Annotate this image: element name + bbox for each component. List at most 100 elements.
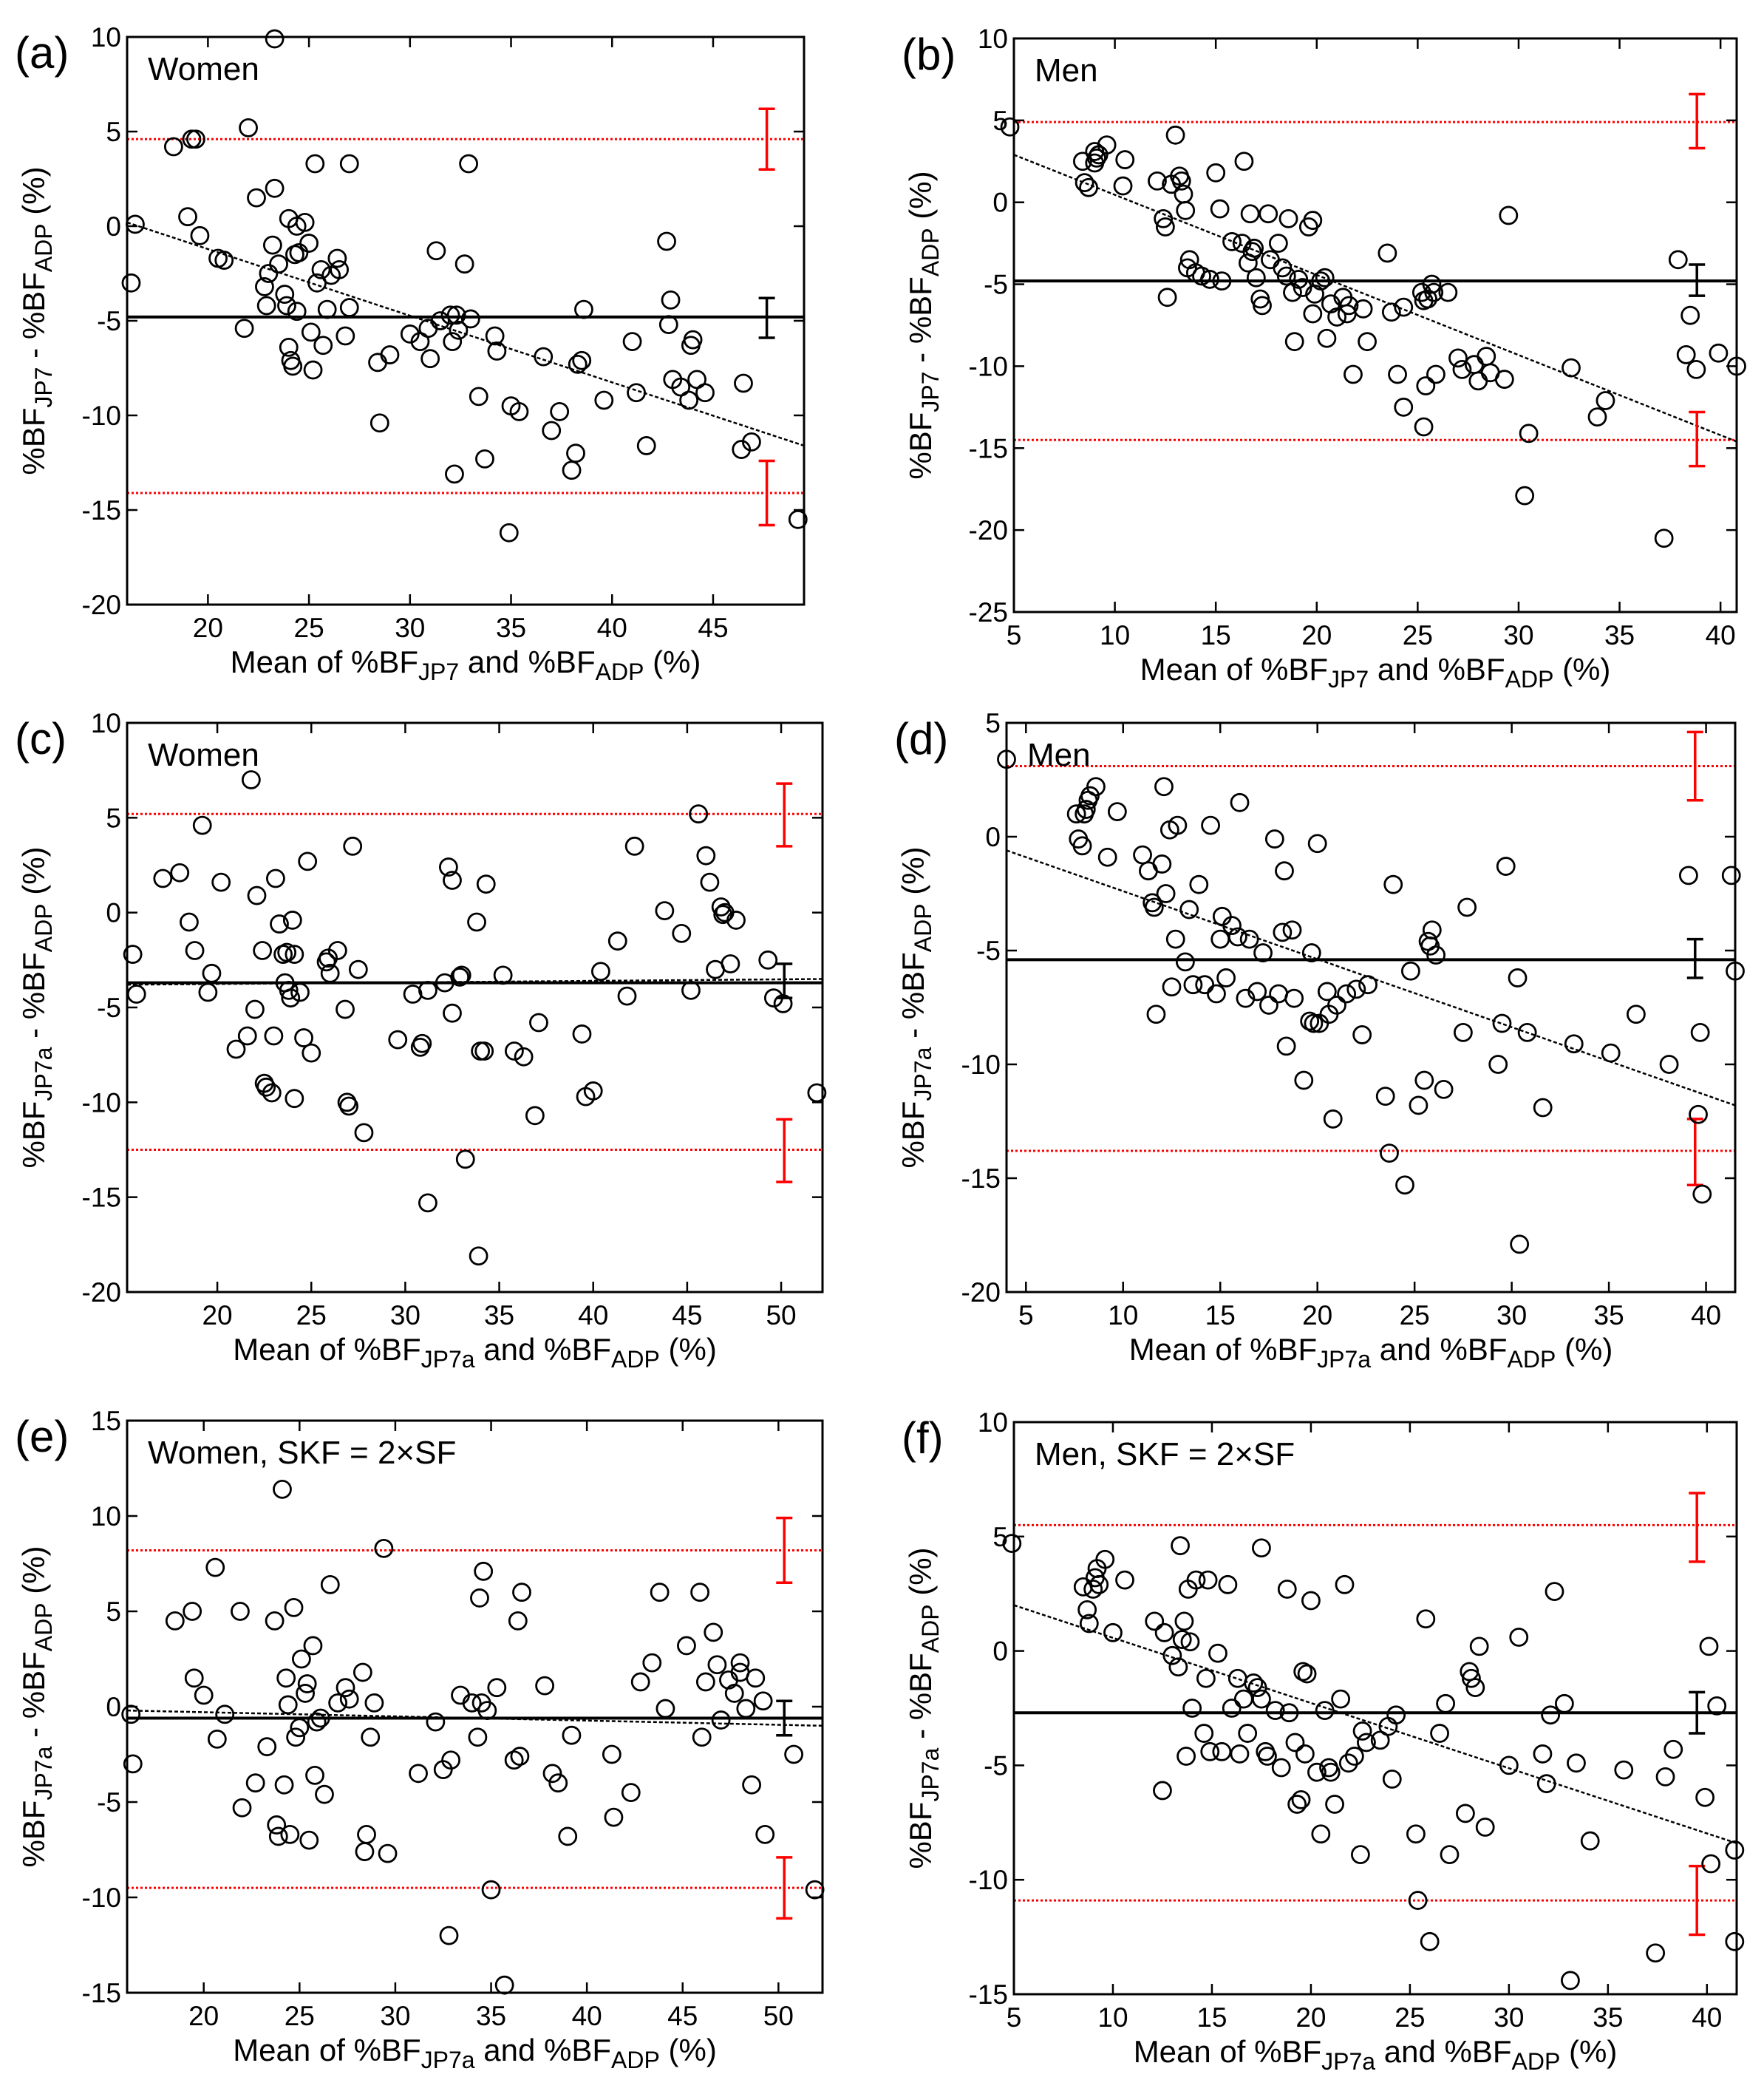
y-tick-label: 0 (106, 898, 121, 928)
data-point (123, 1754, 143, 1774)
y-tick-label: 0 (992, 188, 1008, 218)
data-point (1303, 211, 1323, 231)
data-point (268, 1826, 288, 1846)
data-point (305, 1765, 324, 1785)
data-point (1499, 1755, 1519, 1775)
data-point (468, 1727, 488, 1747)
data-point (1253, 296, 1272, 316)
data-point (1564, 1034, 1584, 1054)
data-point (1196, 1668, 1216, 1688)
y-tick-label: 0 (106, 211, 121, 242)
data-point (1287, 1795, 1307, 1814)
data-point (1176, 1747, 1196, 1766)
data-point (441, 1750, 460, 1770)
data-point (1378, 243, 1397, 263)
data-point (535, 1676, 555, 1696)
data-point (627, 383, 646, 403)
data-point (284, 1597, 304, 1617)
data-point (583, 1081, 603, 1101)
data-point (1206, 163, 1226, 183)
data-point (1239, 929, 1259, 949)
panel-letter: (e) (15, 1412, 69, 1461)
y-tick-label: -20 (82, 590, 121, 620)
data-point (525, 1106, 545, 1126)
data-point (285, 945, 304, 965)
data-point (1394, 297, 1414, 317)
data-point (494, 1975, 514, 1995)
data-point (1297, 1664, 1317, 1684)
data-point (1541, 1705, 1561, 1725)
y-tick-label: 10 (978, 1407, 1008, 1438)
data-point (1663, 1739, 1683, 1759)
data-point (736, 1699, 756, 1719)
data-point (280, 1824, 300, 1844)
data-point (368, 353, 387, 373)
data-point (198, 982, 218, 1002)
data-point (630, 1672, 650, 1692)
data-point (303, 360, 323, 380)
data-point (1721, 866, 1741, 885)
x-tick-label: 50 (766, 1300, 796, 1330)
data-point (1545, 1582, 1564, 1602)
y-tick-label: 5 (106, 803, 121, 833)
data-point (1222, 916, 1242, 936)
data-point (689, 804, 709, 824)
y-tick-label: 5 (106, 1597, 121, 1627)
data-point (430, 311, 450, 330)
data-point (409, 1764, 428, 1784)
data-point (602, 1744, 622, 1764)
data-point (1424, 282, 1444, 302)
data-point (450, 968, 470, 987)
data-point (1172, 1630, 1192, 1650)
x-tick-label: 20 (1295, 2002, 1326, 2033)
data-point (1107, 802, 1127, 822)
data-point (679, 390, 699, 410)
x-tick-label: 20 (202, 1300, 232, 1330)
data-point (1561, 1971, 1580, 1991)
data-point (1279, 1703, 1299, 1723)
data-point (617, 986, 637, 1006)
x-tick-label: 5 (1018, 1300, 1034, 1330)
data-point (1357, 1733, 1376, 1753)
data-point (1517, 1022, 1537, 1042)
y-tick-label: -5 (984, 1750, 1008, 1781)
data-point (763, 988, 783, 1008)
data-point (295, 212, 315, 232)
data-point (1475, 1818, 1495, 1837)
data-point (336, 1678, 355, 1698)
data-point (1200, 1741, 1220, 1761)
data-point (1179, 900, 1199, 919)
data-point (320, 1574, 340, 1594)
data-point (418, 319, 438, 339)
data-point (298, 851, 318, 871)
data-point (574, 299, 593, 319)
data-point (711, 897, 731, 917)
data-point (1375, 1087, 1395, 1107)
x-tick-label: 25 (294, 613, 324, 643)
data-point (704, 1622, 723, 1642)
data-point (315, 1784, 334, 1804)
data-point (658, 315, 678, 335)
data-point (661, 290, 681, 310)
data-point (327, 941, 347, 960)
x-tick-label: 30 (1494, 2002, 1524, 2033)
panel-letter: (d) (894, 714, 948, 764)
data-point (655, 1699, 675, 1719)
data-point (1210, 199, 1230, 219)
data-point (262, 1083, 282, 1103)
data-point (1686, 359, 1706, 379)
x-tick-label: 25 (1403, 620, 1433, 650)
data-point (245, 999, 265, 1019)
x-tick-label: 35 (1593, 2002, 1623, 2033)
panel-title: Women, SKF = 2×SF (148, 1435, 456, 1471)
x-tick-label: 30 (1496, 1300, 1527, 1330)
data-point (1338, 1753, 1358, 1773)
panel-letter: (b) (902, 30, 956, 79)
x-tick-label: 15 (1205, 1300, 1236, 1330)
data-point (1066, 804, 1086, 824)
data-point (1208, 1643, 1227, 1663)
data-point (454, 254, 474, 274)
x-axis-label: Mean of %BFJP7 and %BFADP (%) (1140, 652, 1611, 693)
y-tick-label: -5 (984, 270, 1008, 300)
data-point (255, 277, 274, 296)
